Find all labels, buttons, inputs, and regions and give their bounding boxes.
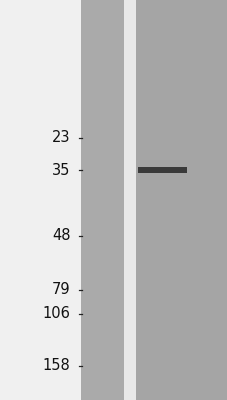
Bar — [124, 0, 135, 400]
Text: 35: 35 — [52, 162, 70, 178]
Bar — [137, 167, 186, 173]
Text: 79: 79 — [52, 282, 70, 298]
Bar — [81, 0, 124, 400]
Text: 23: 23 — [52, 130, 70, 146]
Text: 158: 158 — [43, 358, 70, 374]
Bar — [135, 0, 227, 400]
Text: 48: 48 — [52, 228, 70, 244]
Text: 106: 106 — [43, 306, 70, 322]
